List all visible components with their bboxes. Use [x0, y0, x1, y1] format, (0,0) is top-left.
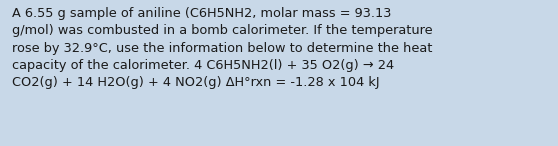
Text: A 6.55 g sample of aniline (C6H5NH2, molar mass = 93.13
g/mol) was combusted in : A 6.55 g sample of aniline (C6H5NH2, mol…: [12, 7, 433, 89]
